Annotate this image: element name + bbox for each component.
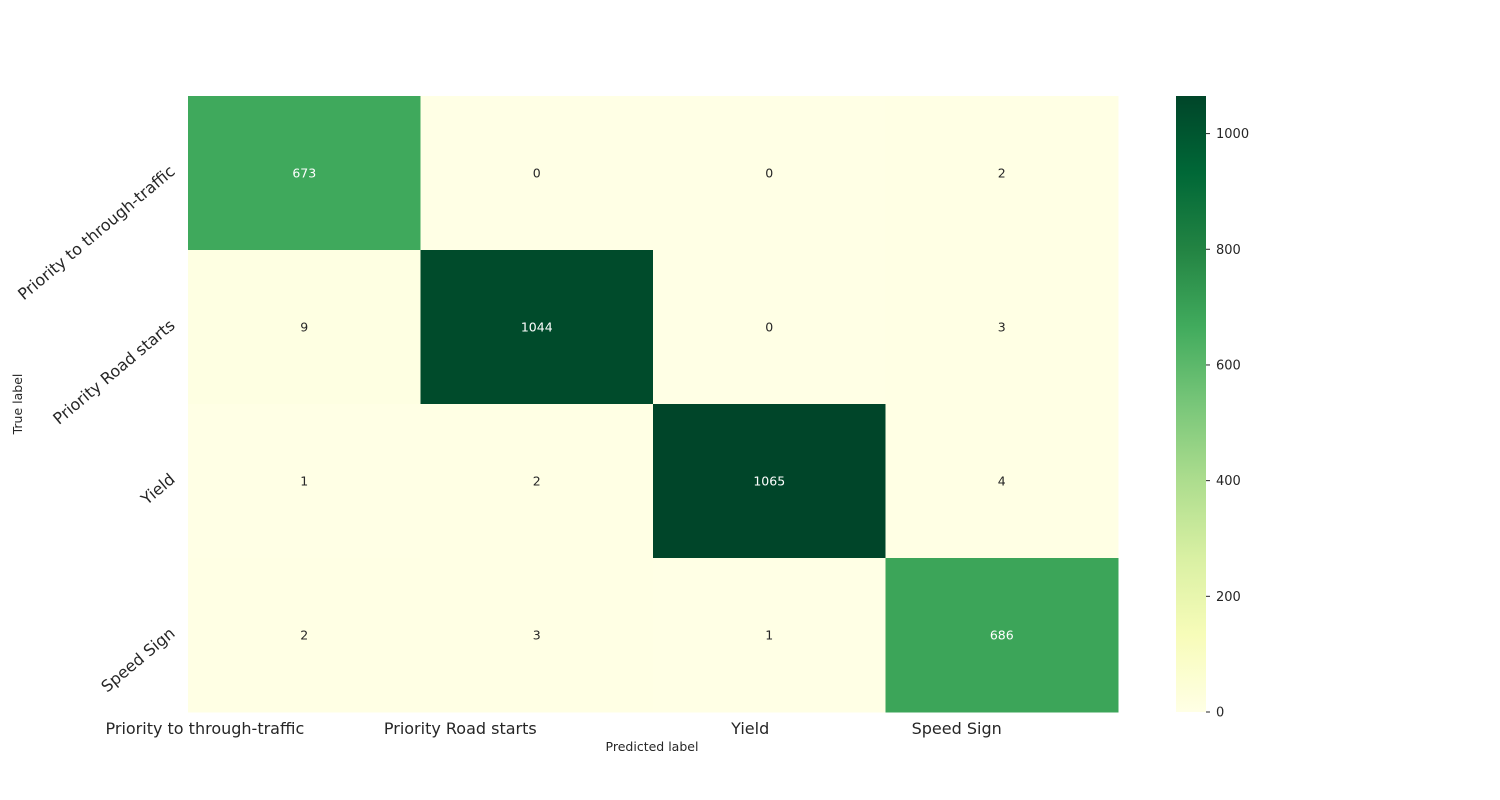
heatmap-cell-0-0	[188, 96, 421, 251]
x-tick-label-0: Priority to through-traffic	[106, 719, 305, 738]
cell-value-label-3-0: 2	[300, 628, 308, 643]
heatmap-cell-2-3	[885, 404, 1119, 559]
colorbar-tick-labels: 0 200 400 600 800 1000	[1206, 127, 1249, 721]
cell-value-label-1-3: 3	[998, 320, 1006, 335]
heatmap-cell-3-3	[885, 558, 1119, 713]
heatmap-grid	[188, 96, 1119, 713]
heatmap-cell-1-1	[420, 250, 654, 405]
cell-value-label-3-1: 3	[533, 628, 541, 643]
y-tick-label-3: Speed Sign	[97, 624, 178, 696]
x-tick-label-2: Yield	[730, 719, 769, 738]
heatmap-cell-1-3	[885, 250, 1119, 405]
cell-value-label-3-3: 686	[990, 628, 1014, 643]
colorbar-tick-label-5: 1000	[1216, 127, 1249, 142]
cell-value-label-3-2: 1	[765, 628, 773, 643]
colorbar-tick-label-1: 200	[1216, 590, 1241, 605]
x-axis-label: Predicted label	[606, 739, 699, 754]
heatmap-cell-3-1	[420, 558, 654, 713]
cell-value-label-1-0: 9	[300, 320, 308, 335]
cell-value-label-1-2: 0	[765, 320, 773, 335]
y-axis-tick-labels: Priority to through-traffic Priority Road…	[14, 162, 178, 696]
cell-value-label-2-0: 1	[300, 474, 308, 489]
x-axis-tick-labels: Priority to through-traffic Priority Road…	[106, 719, 1002, 738]
x-tick-label-1: Priority Road starts	[384, 719, 537, 738]
colorbar-tick-label-3: 600	[1216, 358, 1241, 373]
heatmap-cell-0-1	[420, 96, 654, 251]
cell-value-label-0-1: 0	[533, 166, 541, 181]
heatmap-cell-2-2	[653, 404, 886, 559]
cell-value-label-1-1: 1044	[521, 320, 553, 335]
heatmap-cell-2-0	[188, 404, 421, 559]
cell-value-label-2-1: 2	[533, 474, 541, 489]
heatmap-cell-2-1	[420, 404, 654, 559]
y-tick-label-0: Priority to through-traffic	[14, 162, 178, 304]
heatmap-cell-1-0	[188, 250, 421, 405]
cell-value-label-2-2: 1065	[753, 474, 785, 489]
colorbar-tick-label-4: 800	[1216, 243, 1241, 258]
colorbar-tick-label-2: 400	[1216, 474, 1241, 489]
cell-value-label-0-0: 673	[292, 166, 316, 181]
cell-value-label-2-3: 4	[998, 474, 1006, 489]
y-axis-label: True label	[10, 374, 25, 436]
x-tick-label-3: Speed Sign	[912, 719, 1002, 738]
heatmap-cell-3-0	[188, 558, 421, 713]
heatmap-cell-0-2	[653, 96, 886, 251]
y-tick-label-2: Yield	[136, 470, 178, 510]
heatmap-cell-0-3	[885, 96, 1119, 251]
y-tick-label-1: Priority Road starts	[49, 316, 178, 429]
colorbar-tick-label-0: 0	[1216, 706, 1224, 721]
cell-value-label-0-3: 2	[998, 166, 1006, 181]
heatmap-cell-3-2	[653, 558, 886, 713]
colorbar	[1176, 96, 1206, 712]
cell-value-labels: 673 0 0 2 9 1044 0 3 1 2 1065 4 2 3 1 686	[292, 166, 1013, 643]
heatmap-cell-1-2	[653, 250, 886, 405]
cell-value-label-0-2: 0	[765, 166, 773, 181]
